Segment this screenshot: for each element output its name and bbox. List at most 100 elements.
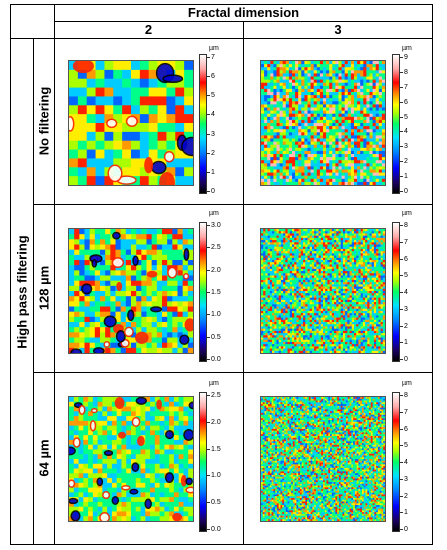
colorbar-tick-label: 9 [404, 54, 408, 61]
colorbar-tick-mark [207, 292, 210, 293]
colorbar-tick-mark [207, 336, 210, 338]
colorbar-tick-mark [207, 529, 210, 530]
colorbar-tick-mark [400, 191, 403, 192]
colorbar-tick-label: 8 [404, 392, 408, 399]
colorbar-tick-label: 5 [211, 92, 215, 100]
colorbar-tick-label: 4 [404, 289, 408, 296]
colorbar-tick-label: 2.0 [211, 266, 221, 274]
colorbar-r0c1 [392, 54, 400, 194]
colorbar-r0c0 [199, 54, 207, 194]
colorbar-tick-label: 0.0 [211, 356, 221, 363]
column-divider [243, 21, 244, 545]
colorbar-tick-mark [400, 462, 403, 463]
colorbar-tick-label: 0 [404, 526, 408, 533]
colorbar-tick-mark [400, 512, 403, 514]
colorbar-tick-label: 7 [404, 83, 408, 91]
colorbar-tick-mark [207, 247, 210, 249]
colorbar-tick-label: 2 [211, 149, 215, 157]
colorbar-tick-label: 3 [211, 130, 215, 138]
colorbar-tick-mark [207, 57, 210, 58]
colorbar-tick-mark [207, 359, 210, 360]
colorbar-tick-label: 4 [211, 111, 215, 119]
colorbar-tick-label: 0.0 [211, 526, 221, 533]
colorbar-tick-label: 2.5 [211, 244, 221, 252]
colorbar-tick-mark [400, 445, 403, 447]
height-map-r1c0 [68, 228, 194, 354]
colorbar-tick-mark [207, 421, 210, 423]
colorbar-tick-label: 6 [404, 255, 408, 263]
colorbar-tick-mark [207, 502, 210, 504]
colorbar-tick-label: 5 [404, 272, 408, 280]
header-col-3: 3 [334, 22, 342, 37]
colorbar-tick-mark [400, 241, 403, 243]
colorbar-tick-mark [400, 308, 403, 310]
colorbar-tick-mark [207, 225, 210, 226]
colorbar-tick-mark [400, 57, 403, 58]
colorbar-tick-label: 0.5 [211, 499, 221, 507]
subheader-divider [10, 38, 433, 39]
colorbar-tick-label: 2.0 [211, 418, 221, 426]
colorbar-tick-mark [400, 101, 403, 103]
table-border-left [10, 4, 11, 545]
colorbar-tick-label: 2 [404, 322, 408, 330]
colorbar-tick-label: 6 [211, 73, 215, 81]
unit-label-r0c0: µm [209, 45, 219, 52]
unit-label-r0c1: µm [402, 45, 412, 52]
colorbar-tick-label: 1 [404, 509, 408, 517]
colorbar-tick-label: 1.0 [211, 472, 221, 480]
colorbar-tick-label: 1.0 [211, 311, 221, 319]
colorbar-tick-mark [207, 269, 210, 271]
colorbar-tick-label: 1 [404, 173, 408, 181]
colorbar-tick-mark [400, 71, 403, 73]
row-label-128: 128 µm [36, 265, 52, 311]
colorbar-tick-mark [400, 478, 403, 480]
colorbar-tick-mark [400, 395, 403, 396]
colorbar-tick-mark [400, 131, 403, 133]
height-map-r0c1 [260, 60, 386, 186]
unit-label-r1c0: µm [209, 210, 219, 217]
colorbar-tick-label: 4 [404, 128, 408, 136]
height-map-r2c1 [260, 396, 386, 522]
colorbar-tick-mark [400, 176, 403, 178]
row-group-label: High pass filtering [14, 235, 30, 349]
colorbar-tick-mark [400, 411, 403, 413]
colorbar-tick-mark [400, 225, 403, 226]
colorbar-tick-mark [207, 314, 210, 316]
colorbar-tick-mark [207, 171, 210, 173]
row-label-64: 64 µm [36, 439, 52, 477]
colorbar-tick-label: 2 [404, 158, 408, 166]
colorbar-tick-mark [400, 258, 403, 260]
colorbar-tick-label: 8 [404, 222, 408, 229]
colorbar-tick-mark [207, 76, 210, 78]
colorbar-tick-label: 7 [211, 54, 215, 61]
colorbar-tick-mark [400, 292, 403, 293]
colorbar-tick-label: 6 [404, 98, 408, 106]
colorbar-tick-label: 1.5 [211, 289, 221, 296]
colorbar-tick-mark [400, 161, 403, 163]
colorbar-tick-mark [207, 152, 210, 154]
colorbar-tick-label: 1.5 [211, 445, 221, 453]
unit-label-r1c1: µm [402, 210, 412, 217]
colorbar-tick-label: 0 [404, 356, 408, 363]
colorbar-tick-label: 3.0 [211, 222, 221, 229]
colorbar-tick-label: 7 [404, 408, 408, 416]
height-map-r1c1 [260, 228, 386, 354]
colorbar-tick-mark [400, 146, 403, 148]
row-label-no-filtering: No filtering [36, 86, 52, 156]
colorbar-tick-label: 1 [211, 168, 215, 176]
colorbar-tick-label: 3 [404, 475, 408, 483]
header-col-2: 2 [144, 22, 153, 37]
colorbar-tick-mark [400, 428, 403, 430]
colorbar-r2c1 [392, 392, 400, 532]
colorbar-tick-mark [400, 86, 403, 88]
colorbar-tick-label: 3 [404, 143, 408, 151]
colorbar-tick-label: 5 [404, 442, 408, 450]
colorbar-tick-label: 3 [404, 305, 408, 313]
colorbar-tick-label: 4 [404, 459, 408, 466]
colorbar-tick-mark [400, 116, 403, 118]
colorbar-tick-mark [400, 359, 403, 360]
colorbar-tick-mark [400, 529, 403, 530]
colorbar-tick-label: 0.5 [211, 333, 221, 341]
colorbar-tick-mark [400, 275, 403, 277]
colorbar-tick-label: 2 [404, 492, 408, 500]
